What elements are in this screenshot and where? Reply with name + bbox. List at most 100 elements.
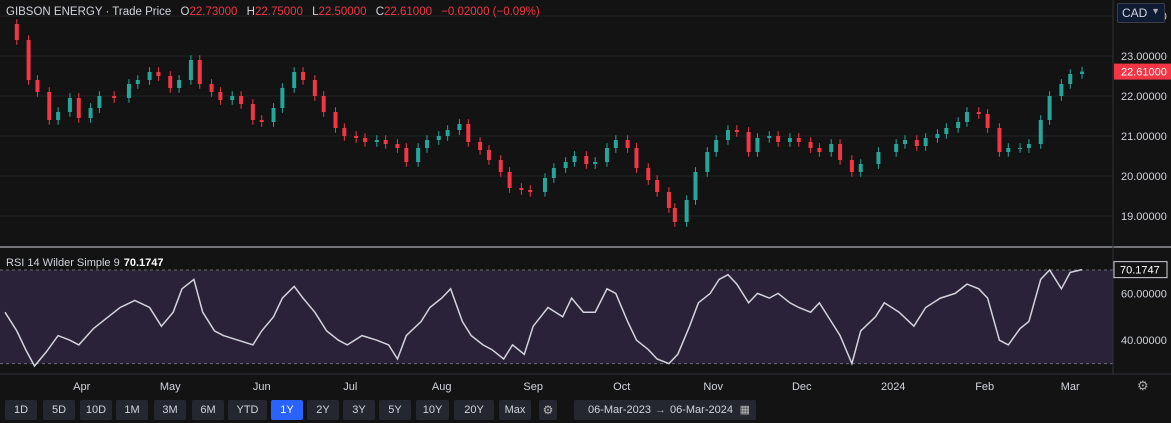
- candle-body: [466, 124, 471, 142]
- period-button-2y[interactable]: 2Y: [307, 400, 339, 420]
- low-label: L: [312, 6, 319, 18]
- rsi-axis: 60.00000 40.00000 70.1747: [1113, 261, 1168, 347]
- candle-body: [894, 144, 899, 152]
- last-price-marker: [1114, 63, 1171, 80]
- candle-body: [218, 92, 223, 100]
- price-grid: [0, 15, 1113, 217]
- period-button-1y[interactable]: 1Y: [271, 400, 303, 420]
- period-button-6m[interactable]: 6M: [192, 400, 224, 420]
- period-button-ytd[interactable]: YTD: [228, 400, 267, 420]
- period-button-3m[interactable]: 3M: [154, 400, 186, 420]
- rsi-last-label: 70.1747: [1120, 265, 1160, 277]
- candle-body: [997, 128, 1002, 152]
- candle-body: [250, 104, 255, 120]
- candle-body: [672, 208, 677, 222]
- currency-select[interactable]: CAD ▼: [1117, 3, 1165, 23]
- date-range-picker[interactable]: 06-Mar-2023 → 06-Mar-2024 ▦: [574, 400, 756, 420]
- period-button-10d[interactable]: 10D: [80, 400, 112, 420]
- open-value: 22.73000: [189, 6, 238, 18]
- last-price-label: 22.61000: [1121, 67, 1167, 79]
- period-button-5d[interactable]: 5D: [43, 400, 75, 420]
- candle-body: [498, 160, 503, 172]
- candle-body: [817, 148, 822, 152]
- period-button-20y[interactable]: 20Y: [454, 400, 494, 420]
- candle-body: [725, 130, 730, 140]
- time-tick-label: Apr: [73, 381, 90, 393]
- time-tick-label: May: [160, 381, 181, 393]
- instrument-title: GIBSON ENERGY · Trade Price: [6, 6, 172, 18]
- period-button-1d[interactable]: 1D: [5, 400, 37, 420]
- candle-body: [985, 114, 990, 128]
- low-value: 22.50000: [318, 6, 367, 18]
- candle-body: [76, 98, 81, 118]
- candle-body: [1006, 148, 1011, 152]
- candle-body: [746, 132, 751, 152]
- candle-body: [543, 178, 547, 192]
- candle-body: [1038, 120, 1043, 144]
- candle-body: [705, 152, 710, 172]
- time-tick-label: Feb: [975, 381, 994, 393]
- rsi-label: RSI 14 Wilder Simple 9: [6, 257, 120, 269]
- candle-body: [436, 136, 441, 140]
- time-axis: Apr May Jun Jul Aug Sep Oct Nov Dec 2024 Feb Mar: [0, 373, 1171, 393]
- gear-icon[interactable]: ⚙: [539, 400, 557, 420]
- candle-body: [613, 140, 618, 148]
- candle-body: [734, 130, 739, 132]
- arrow-right-icon: →: [654, 404, 666, 416]
- time-tick-label: Oct: [613, 381, 630, 393]
- period-button-1m[interactable]: 1M: [116, 400, 148, 420]
- period-button-max[interactable]: Max: [499, 400, 531, 420]
- candle-body: [342, 128, 347, 136]
- candle-body: [796, 138, 801, 142]
- candle-body: [416, 148, 421, 162]
- candle-body: [271, 108, 276, 122]
- price-chart[interactable]: 24.0000023.0000022.0000021.0000020.00000…: [0, 0, 1171, 398]
- period-button-5y[interactable]: 5Y: [379, 400, 411, 420]
- time-tick-label: Jun: [253, 381, 271, 393]
- price-tick-label: 23.00000: [1121, 51, 1167, 63]
- candle-body: [35, 80, 40, 92]
- time-tick-label: Mar: [1061, 381, 1080, 393]
- candle-body: [259, 120, 264, 122]
- period-button-10y[interactable]: 10Y: [416, 400, 449, 420]
- candle-body: [168, 76, 173, 88]
- price-tick-label: 19.00000: [1121, 211, 1167, 223]
- candle-body: [395, 144, 400, 148]
- rsi-legend: RSI 14 Wilder Simple 9 70.1747: [6, 257, 163, 269]
- rsi-last-marker: [1113, 261, 1168, 279]
- period-button-3y[interactable]: 3Y: [343, 400, 375, 420]
- candle-body: [876, 152, 881, 164]
- candle-body: [354, 136, 359, 138]
- candle-body: [333, 112, 338, 128]
- price-tick-label: 22.00000: [1121, 91, 1167, 103]
- candle-body: [26, 40, 31, 80]
- candle-body: [551, 168, 556, 178]
- candle-body: [787, 138, 792, 142]
- candle-body: [312, 80, 317, 96]
- candle-body: [1080, 71, 1085, 74]
- gear-icon[interactable]: ⚙: [1137, 378, 1149, 393]
- candle-body: [1047, 96, 1052, 120]
- rsi-line: [4, 268, 1083, 368]
- candle-body: [56, 112, 61, 120]
- candle-body: [445, 130, 450, 136]
- open-label: O: [180, 6, 190, 18]
- candle-body: [147, 72, 152, 80]
- candle-body: [383, 140, 388, 144]
- candle-body: [956, 122, 961, 128]
- candle-body: [584, 156, 589, 164]
- candle-body: [156, 72, 161, 76]
- candle-body: [563, 162, 568, 168]
- candle-body: [593, 162, 598, 164]
- candle-body: [280, 88, 285, 108]
- candle-body: [197, 60, 202, 84]
- price-tick-label: 20.00000: [1121, 171, 1167, 183]
- candle-body: [301, 72, 306, 80]
- time-tick-label: Dec: [792, 381, 812, 393]
- chart-legend: GIBSON ENERGY · Trade Price O22.73000 H2…: [6, 6, 540, 18]
- close-value: 22.61000: [384, 6, 432, 18]
- candle-body: [507, 172, 512, 188]
- candle-body: [67, 98, 72, 112]
- candle-body: [634, 148, 639, 168]
- candle-body: [944, 128, 949, 134]
